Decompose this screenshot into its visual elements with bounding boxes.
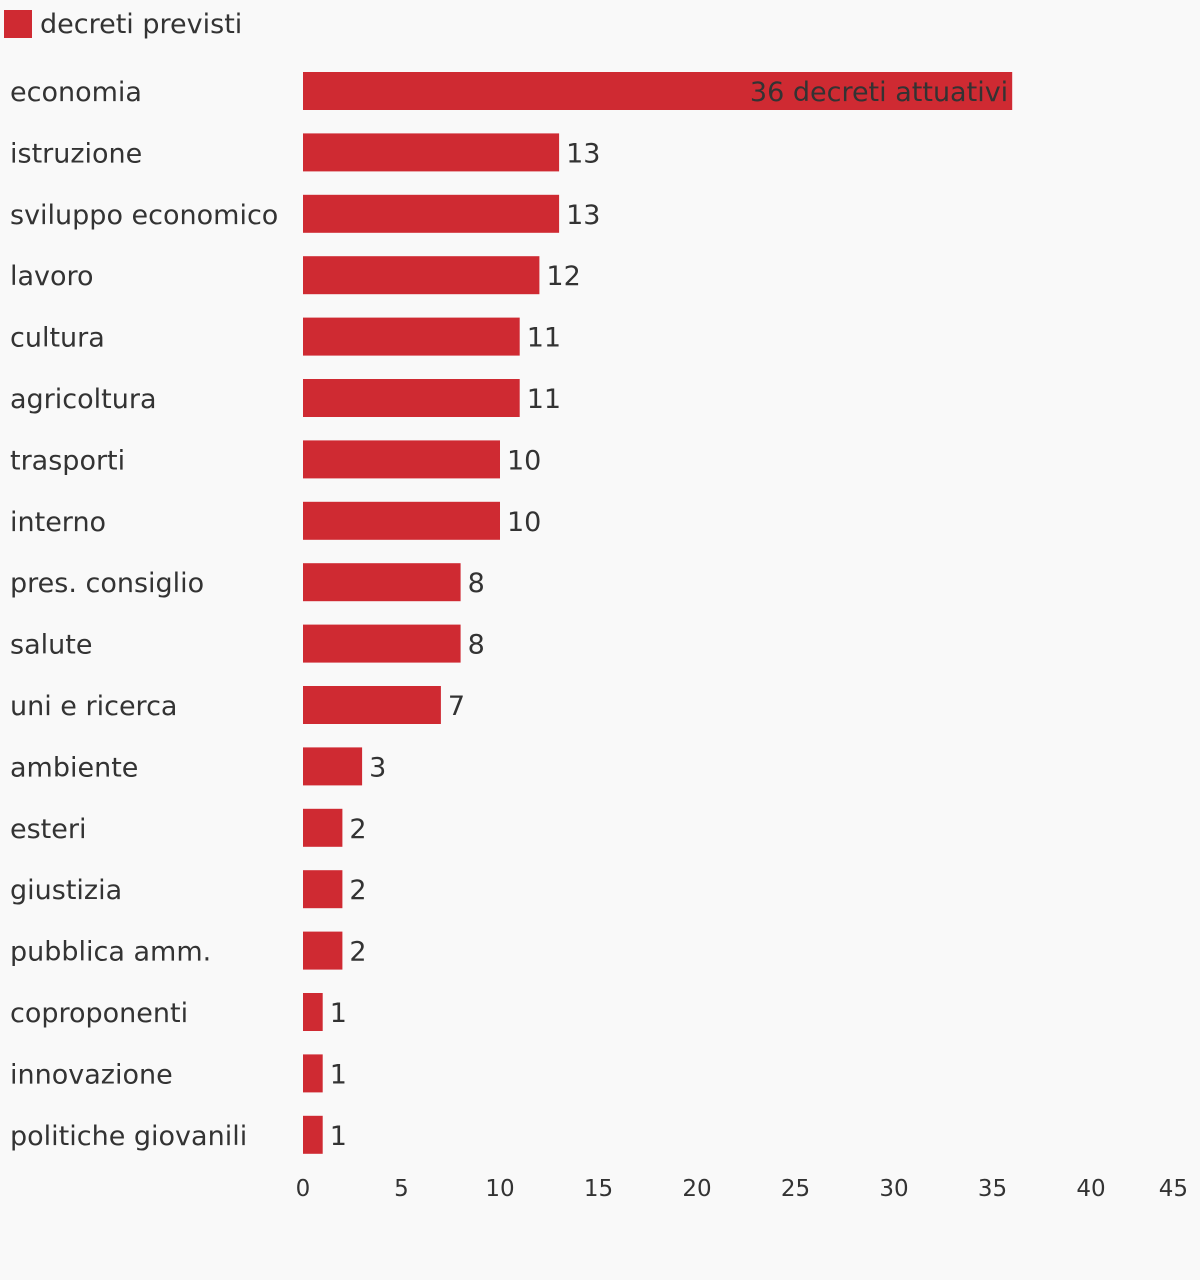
legend-swatch: [4, 10, 32, 38]
data-label: 1: [330, 1059, 347, 1090]
bar: [303, 133, 560, 172]
bar: [303, 440, 500, 479]
legend-label: decreti previsti: [40, 8, 243, 40]
data-label: 1: [330, 1121, 347, 1152]
category-label: cultura: [10, 323, 105, 354]
data-label: 8: [468, 568, 485, 599]
category-label: sviluppo economico: [10, 200, 278, 231]
bar: [303, 194, 560, 233]
bar: [303, 686, 441, 724]
x-tick-label: 10: [485, 1176, 514, 1202]
data-label: 11: [527, 323, 561, 354]
x-tick-label: 45: [1159, 1176, 1188, 1202]
x-tick-label: 40: [1076, 1176, 1105, 1202]
category-label: innovazione: [10, 1059, 173, 1090]
x-tick-label: 5: [394, 1176, 409, 1202]
data-label: 1: [330, 998, 347, 1029]
category-label: ambiente: [10, 752, 138, 783]
data-label: 36 decreti attuativi: [750, 77, 1008, 108]
bar: [303, 1054, 323, 1093]
data-label: 13: [566, 138, 600, 169]
data-label: 2: [349, 814, 366, 845]
bar: [303, 624, 461, 663]
category-label: coproponenti: [10, 998, 188, 1029]
category-label: esteri: [10, 814, 86, 845]
bar: [303, 1115, 323, 1154]
x-tick-label: 25: [781, 1176, 810, 1202]
category-label: pres. consiglio: [10, 568, 204, 599]
category-label: pubblica amm.: [10, 937, 211, 968]
data-label: 3: [369, 752, 386, 783]
bar: [303, 931, 343, 970]
category-label: trasporti: [10, 445, 125, 476]
category-label: agricoltura: [10, 384, 157, 415]
category-label: uni e ricerca: [10, 691, 177, 722]
data-label: 11: [527, 384, 561, 415]
bar: [303, 993, 323, 1031]
data-label: 13: [566, 200, 600, 231]
data-label: 2: [349, 937, 366, 968]
data-label: 8: [468, 630, 485, 661]
category-label: economia: [10, 77, 142, 108]
bar: [303, 256, 540, 295]
x-tick-label: 35: [978, 1176, 1007, 1202]
bar: [303, 379, 520, 417]
bar: [303, 501, 500, 540]
category-label: interno: [10, 507, 106, 538]
chart-legend: decreti previsti: [4, 8, 242, 40]
bar: [303, 317, 520, 356]
category-label: politiche giovanili: [10, 1121, 247, 1152]
data-label: 2: [349, 875, 366, 906]
category-label: giustizia: [10, 875, 122, 906]
x-tick-label: 20: [682, 1176, 711, 1202]
bar: [303, 808, 343, 847]
bar: [303, 72, 1013, 110]
x-tick-label: 30: [879, 1176, 908, 1202]
category-label: istruzione: [10, 138, 142, 169]
bar: [303, 563, 461, 602]
bar: [303, 747, 363, 786]
data-label: 10: [507, 445, 541, 476]
data-label: 7: [448, 691, 465, 722]
x-tick-label: 15: [584, 1176, 613, 1202]
data-label: 10: [507, 507, 541, 538]
data-label: 12: [546, 261, 580, 292]
x-tick-label: 0: [296, 1176, 311, 1202]
category-label: lavoro: [10, 261, 94, 292]
bar: [303, 870, 343, 909]
category-label: salute: [10, 630, 92, 661]
